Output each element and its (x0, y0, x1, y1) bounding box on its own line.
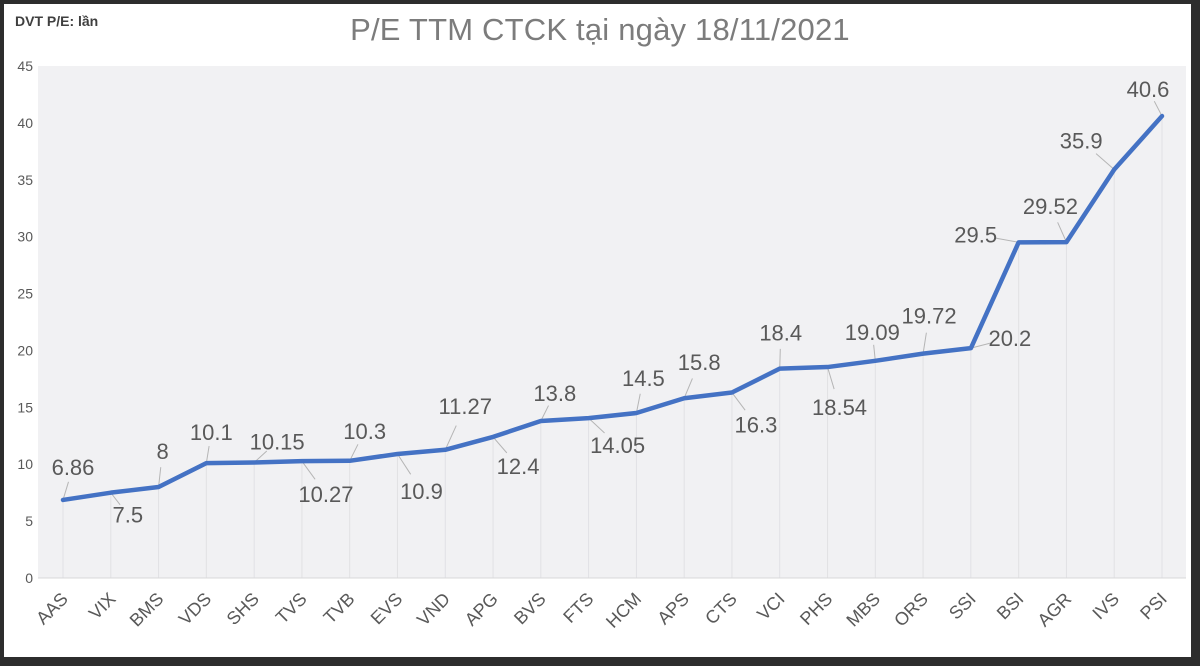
x-tick-label: TVS (272, 589, 311, 628)
x-tick-label: SHS (223, 589, 263, 629)
data-label: 19.72 (902, 304, 957, 329)
leader-line (827, 366, 835, 390)
leader-line (731, 392, 746, 411)
data-label: 16.3 (735, 413, 778, 438)
x-tick-label: SSI (945, 589, 980, 624)
x-tick-label: VND (413, 589, 454, 630)
leader-line (540, 405, 549, 422)
data-label: 6.86 (52, 455, 95, 480)
x-tick-label: AAS (32, 589, 72, 629)
x-tick-label: PHS (796, 589, 836, 629)
leader-line (588, 417, 605, 434)
y-tick-label: 20 (17, 342, 33, 358)
leader-line (1057, 222, 1067, 243)
leader-line (158, 467, 162, 488)
leader-line (301, 460, 316, 480)
y-tick-label: 5 (25, 513, 33, 529)
data-label: 12.4 (497, 454, 540, 479)
x-tick-label: BVS (510, 589, 550, 629)
leader-line (397, 453, 412, 475)
x-tick-label: EVS (367, 589, 407, 629)
data-label: 10.15 (250, 430, 305, 455)
x-tick-label: CTS (701, 589, 741, 629)
leader-line (873, 344, 876, 361)
data-label: 35.9 (1060, 129, 1103, 154)
leader-line (779, 348, 781, 369)
data-label: 18.4 (759, 321, 802, 346)
data-label: 8 (156, 439, 168, 464)
x-tick-label: AGR (1034, 589, 1076, 631)
x-tick-label: BMS (126, 589, 168, 631)
x-tick-label: VDS (175, 589, 215, 629)
leader-line (1153, 100, 1163, 117)
data-label: 15.8 (678, 350, 721, 375)
x-tick-label: APS (653, 589, 693, 629)
data-label: 29.5 (954, 222, 997, 247)
leader-line (970, 342, 993, 349)
leader-line (444, 425, 457, 450)
data-label: 13.8 (533, 381, 576, 406)
y-tick-label: 0 (25, 570, 33, 586)
data-label: 14.5 (622, 366, 665, 391)
data-label: 29.52 (1023, 194, 1078, 219)
data-label: 10.9 (400, 479, 443, 504)
leader-line (492, 436, 508, 454)
data-label: 11.27 (439, 394, 492, 419)
data-label: 19.09 (845, 320, 900, 345)
data-label: 18.54 (812, 395, 867, 420)
leader-line (994, 237, 1019, 243)
x-tick-label: ORS (890, 589, 932, 631)
y-tick-label: 40 (17, 115, 33, 131)
y-tick-label: 10 (17, 456, 33, 472)
x-tick-label: APG (461, 589, 502, 630)
y-tick-label: 25 (17, 286, 33, 302)
x-tick-label: TVB (320, 589, 359, 628)
y-tick-label: 30 (17, 229, 33, 245)
leader-line (62, 481, 69, 501)
x-tick-label: FTS (559, 589, 597, 627)
leader-line (683, 378, 693, 399)
leader-line (349, 444, 359, 462)
series-line (60, 113, 1165, 503)
x-tick-label: VCI (753, 589, 788, 624)
y-tick-label: 35 (17, 172, 33, 188)
x-tick-label: PSI (1136, 589, 1171, 624)
y-axis-unit-label: DVT P/E: lần (15, 13, 99, 29)
leader-line (922, 332, 927, 354)
leader-line (1095, 153, 1115, 170)
y-tick-label: 45 (17, 58, 33, 74)
data-label: 14.05 (590, 433, 645, 458)
data-label: 20.2 (988, 326, 1031, 351)
data-label: 40.6 (1127, 77, 1170, 102)
data-label: 10.27 (298, 482, 353, 507)
x-tick-label: BSI (993, 589, 1028, 624)
x-tick-label: IVS (1088, 589, 1123, 624)
data-label: 10.3 (343, 419, 386, 444)
chart-title: P/E TTM CTCK tại ngày 18/11/2021 (350, 12, 850, 47)
x-tick-label: MBS (842, 589, 884, 631)
y-tick-label: 15 (17, 399, 33, 415)
x-tick-label: VIX (85, 589, 120, 624)
x-tick-label: HCM (602, 589, 645, 632)
data-label: 7.5 (112, 503, 143, 528)
leader-line (635, 393, 641, 414)
plot-area (38, 66, 1186, 578)
data-label: 10.1 (190, 420, 233, 445)
leader-line (205, 445, 210, 464)
